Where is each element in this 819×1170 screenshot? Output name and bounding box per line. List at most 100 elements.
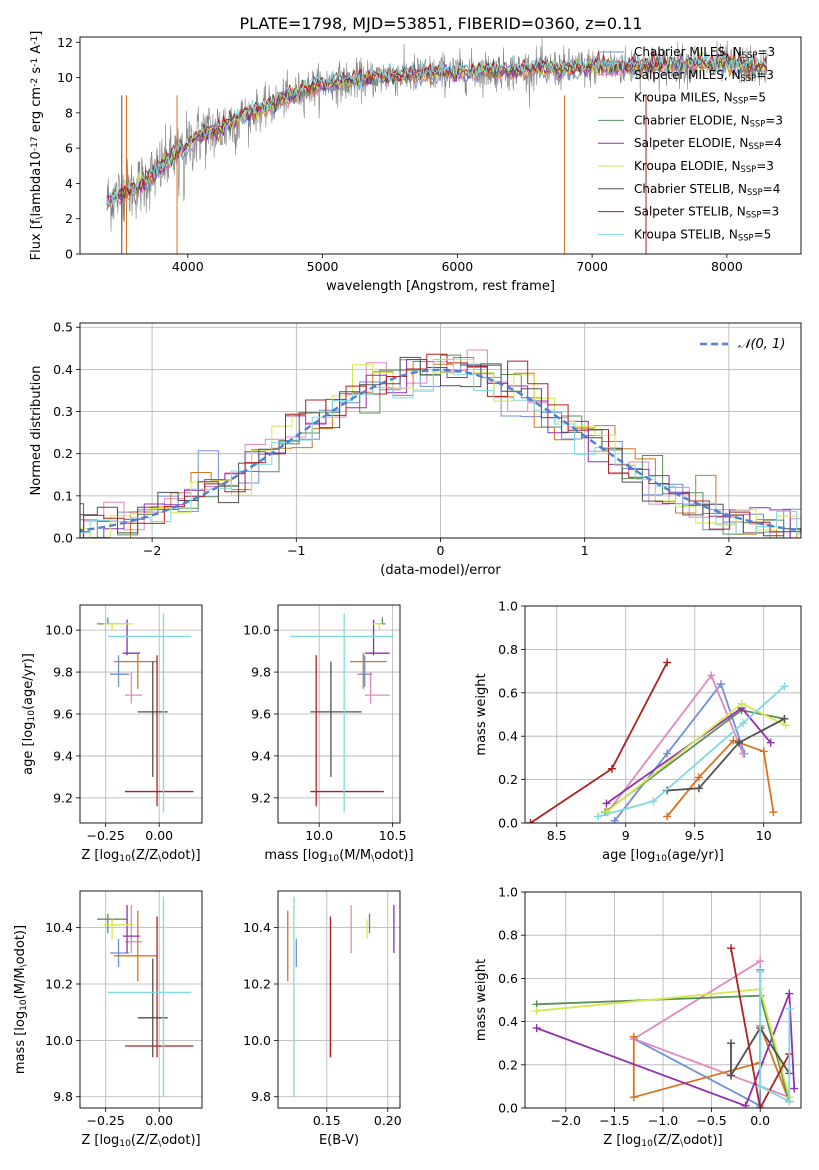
weight_vs_Z-axes: −2.0 −1.5 −1.0 −0.5 0.0 0.0 0.2 0.4 0.6 0.8 1.0 Z [… [474, 885, 802, 1149]
weight-marker [780, 714, 789, 723]
weight-marker [741, 1101, 750, 1108]
weight-line [530, 661, 668, 823]
mass_vs_Z-xtick-label: −0.25 [87, 1113, 125, 1128]
weight-line [597, 685, 785, 818]
weight-line [759, 971, 791, 1103]
age_vs_mass-ytick-label: 9.8 [251, 665, 271, 680]
age_vs_Z-axes: −0.25 0.00 9.2 9.4 9.6 9.8 10.0 Z [log10(Z/Z\od… [21, 604, 203, 864]
weight-line [666, 739, 775, 818]
age_vs_Z-ytick-label: 9.6 [53, 707, 73, 722]
spectrum-axes: 4000 5000 6000 7000 8000 0 2 4 6 8 10 12 wavelength … [29, 31, 802, 294]
mass_vs_Z-ytick-label: 10.2 [45, 977, 73, 992]
weight_vs_age-ytick-label: 0.4 [498, 729, 518, 744]
weight-line [667, 718, 785, 792]
weight-marker [734, 738, 743, 747]
residuals-xtick-label: −2 [143, 543, 161, 558]
residual-histogram [80, 354, 801, 538]
weight-marker [785, 1004, 794, 1013]
mass_vs_EBV-frame [277, 890, 401, 1109]
weight_vs_Z-ylabel: mass weight [474, 959, 489, 1041]
age_vs_mass-grid [278, 605, 400, 823]
age_vs_Z-xtick-label: 0.00 [145, 828, 173, 843]
weight-marker [785, 989, 794, 998]
legend-entry: Chabrier MILES, NSSP=3 [634, 45, 775, 60]
weight_vs_age-ytick-label: 0.6 [498, 685, 518, 700]
legend-entry: Kroupa ELODIE, NSSP=3 [634, 159, 774, 174]
residuals-ytick-label: 0.1 [53, 488, 73, 503]
residuals-ytick-label: 0.2 [53, 446, 73, 461]
spectrum-ylabel: Flux [f\lambda10-17 erg cm-2 s-1 A-1] [29, 31, 45, 261]
residuals-frame [79, 322, 802, 539]
spectrum-plot [106, 38, 768, 254]
age_vs_Z-grid [80, 605, 202, 823]
weight_vs_age-plot [526, 658, 790, 823]
spectrum-ytick-label: 12 [57, 35, 73, 50]
weight-marker [756, 957, 765, 966]
weight_vs_age-xtick-label: 9 [622, 828, 630, 843]
mass_vs_Z-ytick-label: 9.8 [53, 1089, 73, 1104]
spectrum-ytick-label: 0 [65, 247, 73, 262]
legend-entry: Chabrier ELODIE, NSSP=3 [634, 113, 783, 128]
spectrum-model-line [106, 52, 768, 202]
weight-marker [663, 812, 672, 821]
weight_vs_age-frame [524, 605, 802, 824]
spectrum-model-line [106, 50, 768, 201]
residuals-xtick-label: 1 [581, 543, 589, 558]
spectrum-ytick-label: 2 [65, 211, 73, 226]
weight_vs_Z-ytick-label: 0.4 [498, 1014, 518, 1029]
spectrum-frame [79, 36, 802, 255]
mass_vs_EBV-xlabel: E(B-V) [319, 1133, 359, 1148]
weight_vs_age-ticks: 8.5 9 9.5 10 0.0 0.2 0.4 0.6 0.8 1.0 [498, 599, 772, 844]
residuals-xtick-label: 0 [437, 543, 445, 558]
weight-line [613, 682, 746, 822]
age_vs_mass-ticks: 10.0 10.5 9.2 9.4 9.6 9.8 10.0 [243, 623, 406, 843]
weight_vs_age-xtick-label: 8.5 [547, 828, 567, 843]
residuals-ytick-label: 0.0 [53, 531, 73, 546]
weight-marker [790, 1084, 799, 1093]
weight-marker [694, 784, 703, 793]
weight-marker [602, 799, 611, 808]
mass_vs_Z-axes: −0.25 0.00 9.8 10.0 10.2 10.4 Z [log10(Z/Z\odo… [13, 890, 203, 1149]
mass_vs_Z-xlabel: Z [log10(Z/Z\odot)] [81, 1133, 200, 1149]
age_vs_mass-xtick-label: 10.5 [379, 828, 407, 843]
mass_vs_Z-ytick-label: 10.4 [45, 920, 73, 935]
legend-entry: Salpeter STELIB, NSSP=3 [634, 205, 779, 220]
weight-marker [780, 682, 789, 691]
age_vs_mass-ytick-label: 10.0 [243, 623, 271, 638]
weight-line [730, 948, 791, 1108]
weight_vs_age-xtick-label: 10 [756, 828, 772, 843]
weight-marker [594, 812, 603, 821]
spectrum-xlabel: wavelength [Angstrom, rest frame] [326, 279, 555, 294]
weight-marker [739, 749, 748, 758]
weight_vs_Z-xtick-label: −0.5 [696, 1113, 726, 1128]
mass_vs_Z-ticks: −0.25 0.00 9.8 10.0 10.2 10.4 [45, 920, 173, 1128]
weight_vs_age-xtick-label: 9.5 [685, 828, 705, 843]
weight-marker [769, 808, 778, 817]
weight-marker [756, 1104, 765, 1108]
mass_vs_EBV-ytick-label: 10.4 [243, 920, 271, 935]
mass_vs_EBV-ticks: 0.15 0.20 9.8 10.0 10.2 10.4 [243, 920, 402, 1128]
mass_vs_EBV-xtick-label: 0.15 [313, 1113, 341, 1128]
age_vs_Z-ytick-label: 9.2 [53, 790, 73, 805]
weight_vs_age-ylabel: mass weight [474, 673, 489, 755]
weight-marker [739, 719, 748, 728]
legend-entry: Chabrier STELIB, NSSP=4 [634, 182, 780, 197]
mass_vs_Z-ylabel: mass [log10(M/M\odot)] [13, 925, 29, 1074]
weight-marker [629, 1093, 638, 1102]
age_vs_Z-xlabel: Z [log10(Z/Z\odot)] [81, 848, 200, 864]
weight_vs_age-ytick-label: 0.0 [498, 816, 518, 831]
weight-marker [663, 749, 672, 758]
mass_vs_Z-ytick-label: 10.0 [45, 1033, 73, 1048]
mass_vs_EBV-plot [287, 896, 395, 1097]
weight-marker [785, 1097, 794, 1106]
weight-marker [607, 764, 616, 773]
residuals-ylabel: Normed distribution [29, 366, 44, 496]
mass_vs_EBV-xtick-label: 0.20 [374, 1113, 402, 1128]
weight_vs_Z-ytick-label: 1.0 [498, 885, 518, 900]
weight-marker [727, 1071, 736, 1080]
age_vs_mass-ytick-label: 9.4 [251, 748, 271, 763]
spectrum-ytick-label: 8 [65, 105, 73, 120]
figure-title: PLATE=1798, MJD=53851, FIBERID=0360, z=0… [239, 14, 642, 33]
residual-histogram [80, 356, 801, 537]
